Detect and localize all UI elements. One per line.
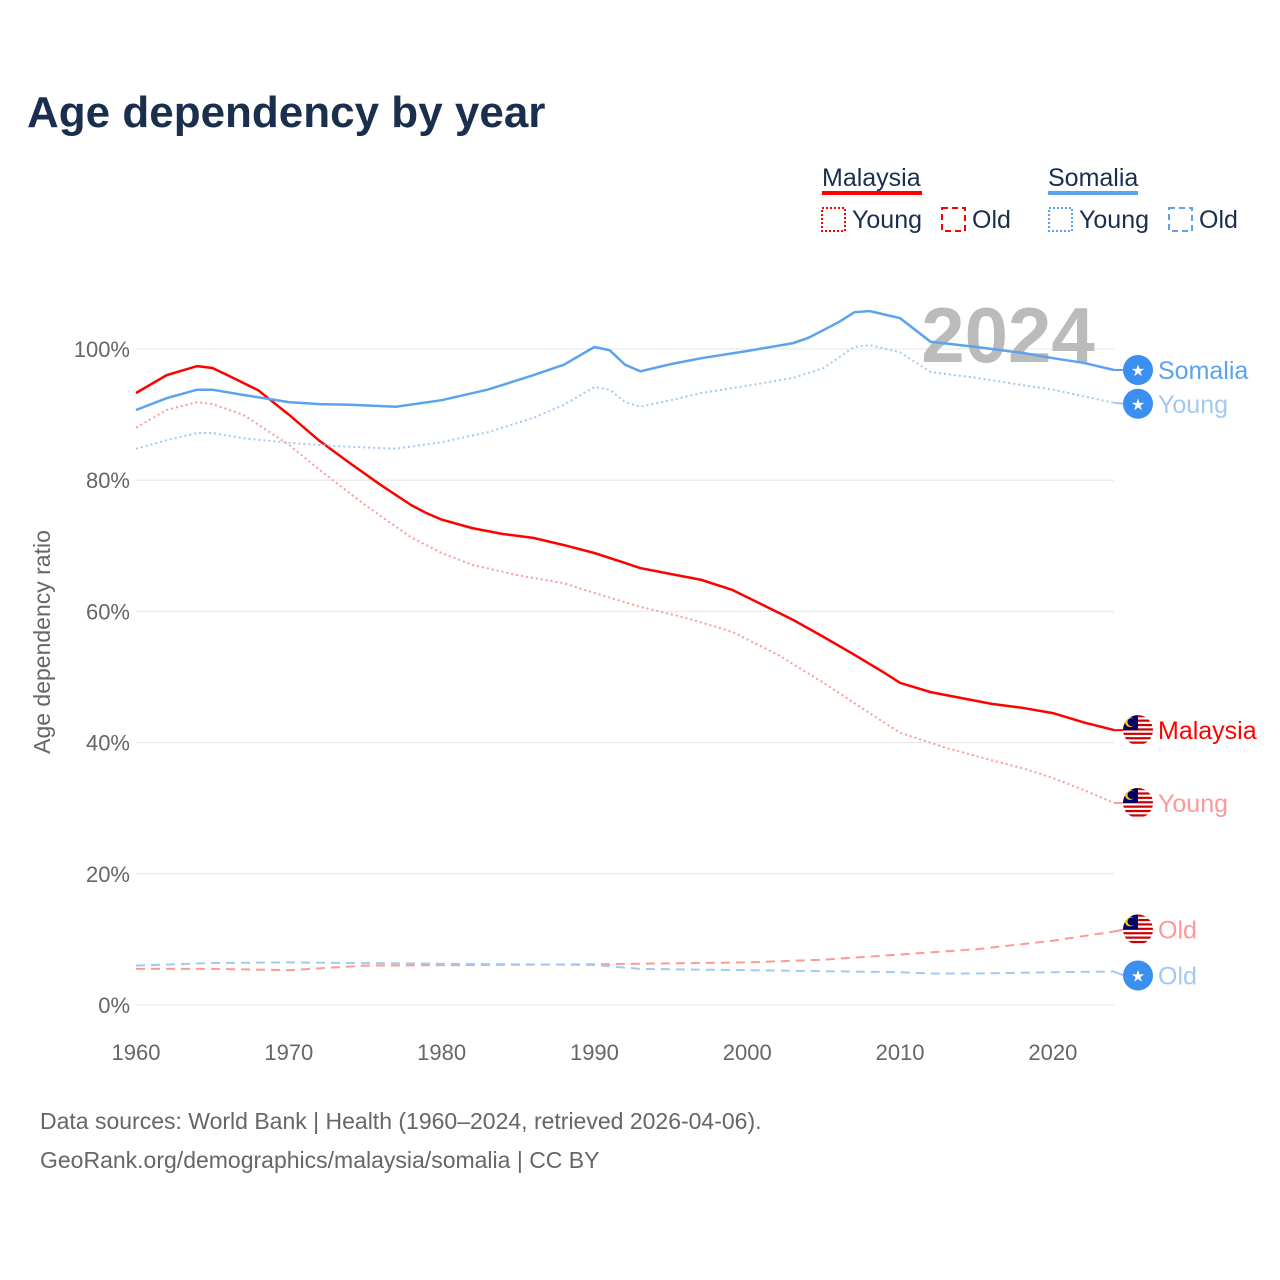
legend-dotted-swatch [1048, 207, 1073, 232]
x-tick-label: 1970 [264, 1040, 313, 1065]
end-label: Old [1158, 917, 1197, 945]
legend-somalia-old: Old [1199, 206, 1238, 234]
series-line-somalia [135, 309, 1115, 412]
somalia-flag-icon: ★ [1123, 354, 1153, 385]
source-line-1: Data sources: World Bank | Health (1960–… [40, 1108, 762, 1134]
end-label: Old [1158, 963, 1197, 991]
x-tick-label: 1980 [417, 1040, 466, 1065]
y-tick-label: 40% [86, 731, 130, 756]
series-line-malaysia-old [136, 930, 1115, 972]
legend-dotted-swatch [821, 207, 846, 232]
series-line-somalia-old [135, 961, 1115, 975]
somalia-flag-icon: ★ [1123, 388, 1153, 419]
end-label: Young [1158, 391, 1228, 419]
svg-text:★: ★ [1131, 397, 1145, 414]
end-connector [1113, 401, 1125, 405]
legend-malaysia-old: Old [972, 206, 1011, 234]
end-label: Malaysia [1158, 717, 1257, 745]
y-axis-label: Age dependency ratio [29, 530, 55, 754]
end-connector [1113, 928, 1125, 933]
legend-somalia-young: Young [1079, 206, 1149, 234]
y-tick-label: 20% [86, 862, 130, 887]
end-label: Young [1158, 790, 1228, 818]
legend-dashed-swatch [1168, 207, 1193, 232]
chart-title: Age dependency by year [27, 88, 546, 137]
svg-text:★: ★ [1131, 363, 1145, 380]
end-connector [1113, 970, 1125, 977]
legend-dashed-swatch [941, 207, 966, 232]
legend-malaysia-young: Young [852, 206, 922, 234]
malaysia-flag-icon [1123, 914, 1153, 945]
malaysia-flag-icon [1123, 787, 1153, 818]
y-tick-label: 60% [86, 599, 130, 624]
x-tick-label: 1960 [112, 1040, 161, 1065]
legend: Malaysia Young Old Somalia Young Old [821, 164, 1238, 234]
series-line-malaysia-young [135, 401, 1115, 804]
end-label: Somalia [1158, 357, 1248, 385]
x-tick-label: 2000 [723, 1040, 772, 1065]
year-watermark: 2024 [921, 291, 1095, 379]
y-tick-label: 100% [74, 337, 130, 362]
svg-text:★: ★ [1131, 969, 1145, 986]
legend-somalia-swatch [1048, 191, 1138, 195]
legend-malaysia: Malaysia [822, 164, 921, 192]
somalia-flag-icon: ★ [1123, 960, 1153, 991]
y-tick-label: 80% [86, 468, 130, 493]
x-tick-label: 2020 [1028, 1040, 1077, 1065]
legend-malaysia-swatch [822, 191, 922, 195]
series-line-somalia-young [135, 344, 1115, 450]
y-tick-label: 0% [98, 993, 130, 1018]
x-tick-label: 1990 [570, 1040, 619, 1065]
source-line-2: GeoRank.org/demographics/malaysia/somali… [40, 1147, 600, 1173]
malaysia-flag-icon [1123, 715, 1153, 746]
series-line-malaysia [135, 364, 1115, 732]
x-tick-label: 2010 [876, 1040, 925, 1065]
legend-somalia: Somalia [1048, 164, 1138, 192]
